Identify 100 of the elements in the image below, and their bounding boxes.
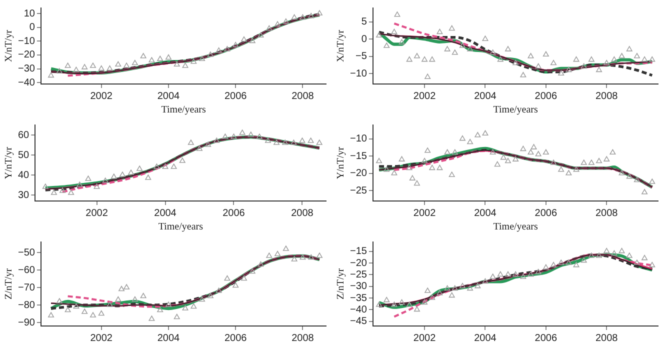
point xyxy=(520,274,526,279)
point xyxy=(436,28,443,34)
point xyxy=(424,288,431,293)
point xyxy=(102,178,108,183)
point xyxy=(73,303,80,309)
point xyxy=(490,274,496,279)
point xyxy=(429,56,436,62)
point xyxy=(82,308,88,314)
point xyxy=(406,164,412,170)
point xyxy=(316,252,322,258)
y-tick-label: −35 xyxy=(350,292,368,304)
point xyxy=(216,288,222,293)
x-tick-label: 2006 xyxy=(534,90,558,102)
y-tick-label: −15 xyxy=(350,246,368,258)
point xyxy=(558,260,564,265)
point xyxy=(550,60,557,66)
point xyxy=(199,296,206,302)
point xyxy=(199,56,206,62)
y-tick-label: −30 xyxy=(18,64,36,75)
point xyxy=(232,42,239,48)
point xyxy=(634,176,640,182)
point xyxy=(588,160,594,165)
point xyxy=(82,64,88,70)
point xyxy=(512,60,519,66)
point xyxy=(626,173,632,179)
y-tick-label: −90 xyxy=(18,317,36,328)
point xyxy=(424,74,431,79)
point xyxy=(634,52,640,58)
point xyxy=(474,282,481,288)
point xyxy=(649,56,656,62)
point xyxy=(406,56,412,62)
point xyxy=(558,166,564,172)
y-tick-label: −20 xyxy=(350,168,368,180)
point xyxy=(391,302,398,307)
x-tick-label: 2002 xyxy=(90,332,113,344)
y-tick-label: 0 xyxy=(29,22,36,34)
point xyxy=(239,130,246,135)
point xyxy=(76,182,83,187)
point xyxy=(98,65,104,71)
point xyxy=(174,314,180,320)
point xyxy=(580,160,587,165)
point xyxy=(429,164,436,170)
point xyxy=(106,65,113,71)
point xyxy=(274,250,281,256)
point xyxy=(132,296,138,302)
point xyxy=(611,56,618,62)
x-tick-label: 2004 xyxy=(474,332,497,344)
x-tick-label: 2004 xyxy=(157,90,180,102)
point xyxy=(642,56,648,62)
point xyxy=(452,285,458,291)
point xyxy=(649,178,656,184)
point xyxy=(115,296,122,302)
point xyxy=(64,306,71,312)
y-tick-label: −60 xyxy=(18,264,36,276)
point xyxy=(115,61,122,67)
point xyxy=(214,138,220,143)
point xyxy=(182,62,188,68)
point xyxy=(182,305,188,310)
point xyxy=(448,25,455,31)
point xyxy=(136,166,143,171)
point xyxy=(482,278,488,284)
point xyxy=(106,302,113,307)
point xyxy=(376,32,382,38)
point xyxy=(459,135,466,141)
y-axis-title: Z/nT/yr xyxy=(336,268,347,300)
y-tick-label: −15 xyxy=(350,150,368,162)
point xyxy=(190,303,197,309)
point xyxy=(611,250,618,256)
x-tick-label: 2006 xyxy=(534,208,558,219)
point xyxy=(165,54,172,60)
point xyxy=(376,158,382,164)
point xyxy=(505,271,511,277)
point xyxy=(398,299,405,305)
y-tick-label: 10 xyxy=(24,8,36,20)
point xyxy=(422,158,428,164)
y-tick-label: −30 xyxy=(350,281,368,292)
x-tick-label: 2004 xyxy=(474,208,497,219)
point xyxy=(414,180,420,186)
point xyxy=(394,12,400,17)
point xyxy=(422,56,428,62)
x-tick-label: 2004 xyxy=(154,208,177,219)
point xyxy=(642,254,648,260)
x-tick-label: 2006 xyxy=(224,332,248,344)
point xyxy=(459,282,466,288)
point xyxy=(48,312,54,318)
point xyxy=(530,144,537,150)
point xyxy=(550,160,557,165)
x-tick-label: 2002 xyxy=(413,332,436,344)
point xyxy=(291,256,298,262)
point xyxy=(124,284,130,290)
point xyxy=(610,149,616,155)
point xyxy=(588,252,594,258)
point xyxy=(224,46,230,52)
point xyxy=(56,68,62,74)
point xyxy=(391,170,398,176)
point xyxy=(566,170,572,176)
point xyxy=(42,184,48,189)
point xyxy=(482,130,488,136)
y-tick-label: −5 xyxy=(356,51,368,62)
y-axis-title: Y/nT/yr xyxy=(4,146,15,180)
